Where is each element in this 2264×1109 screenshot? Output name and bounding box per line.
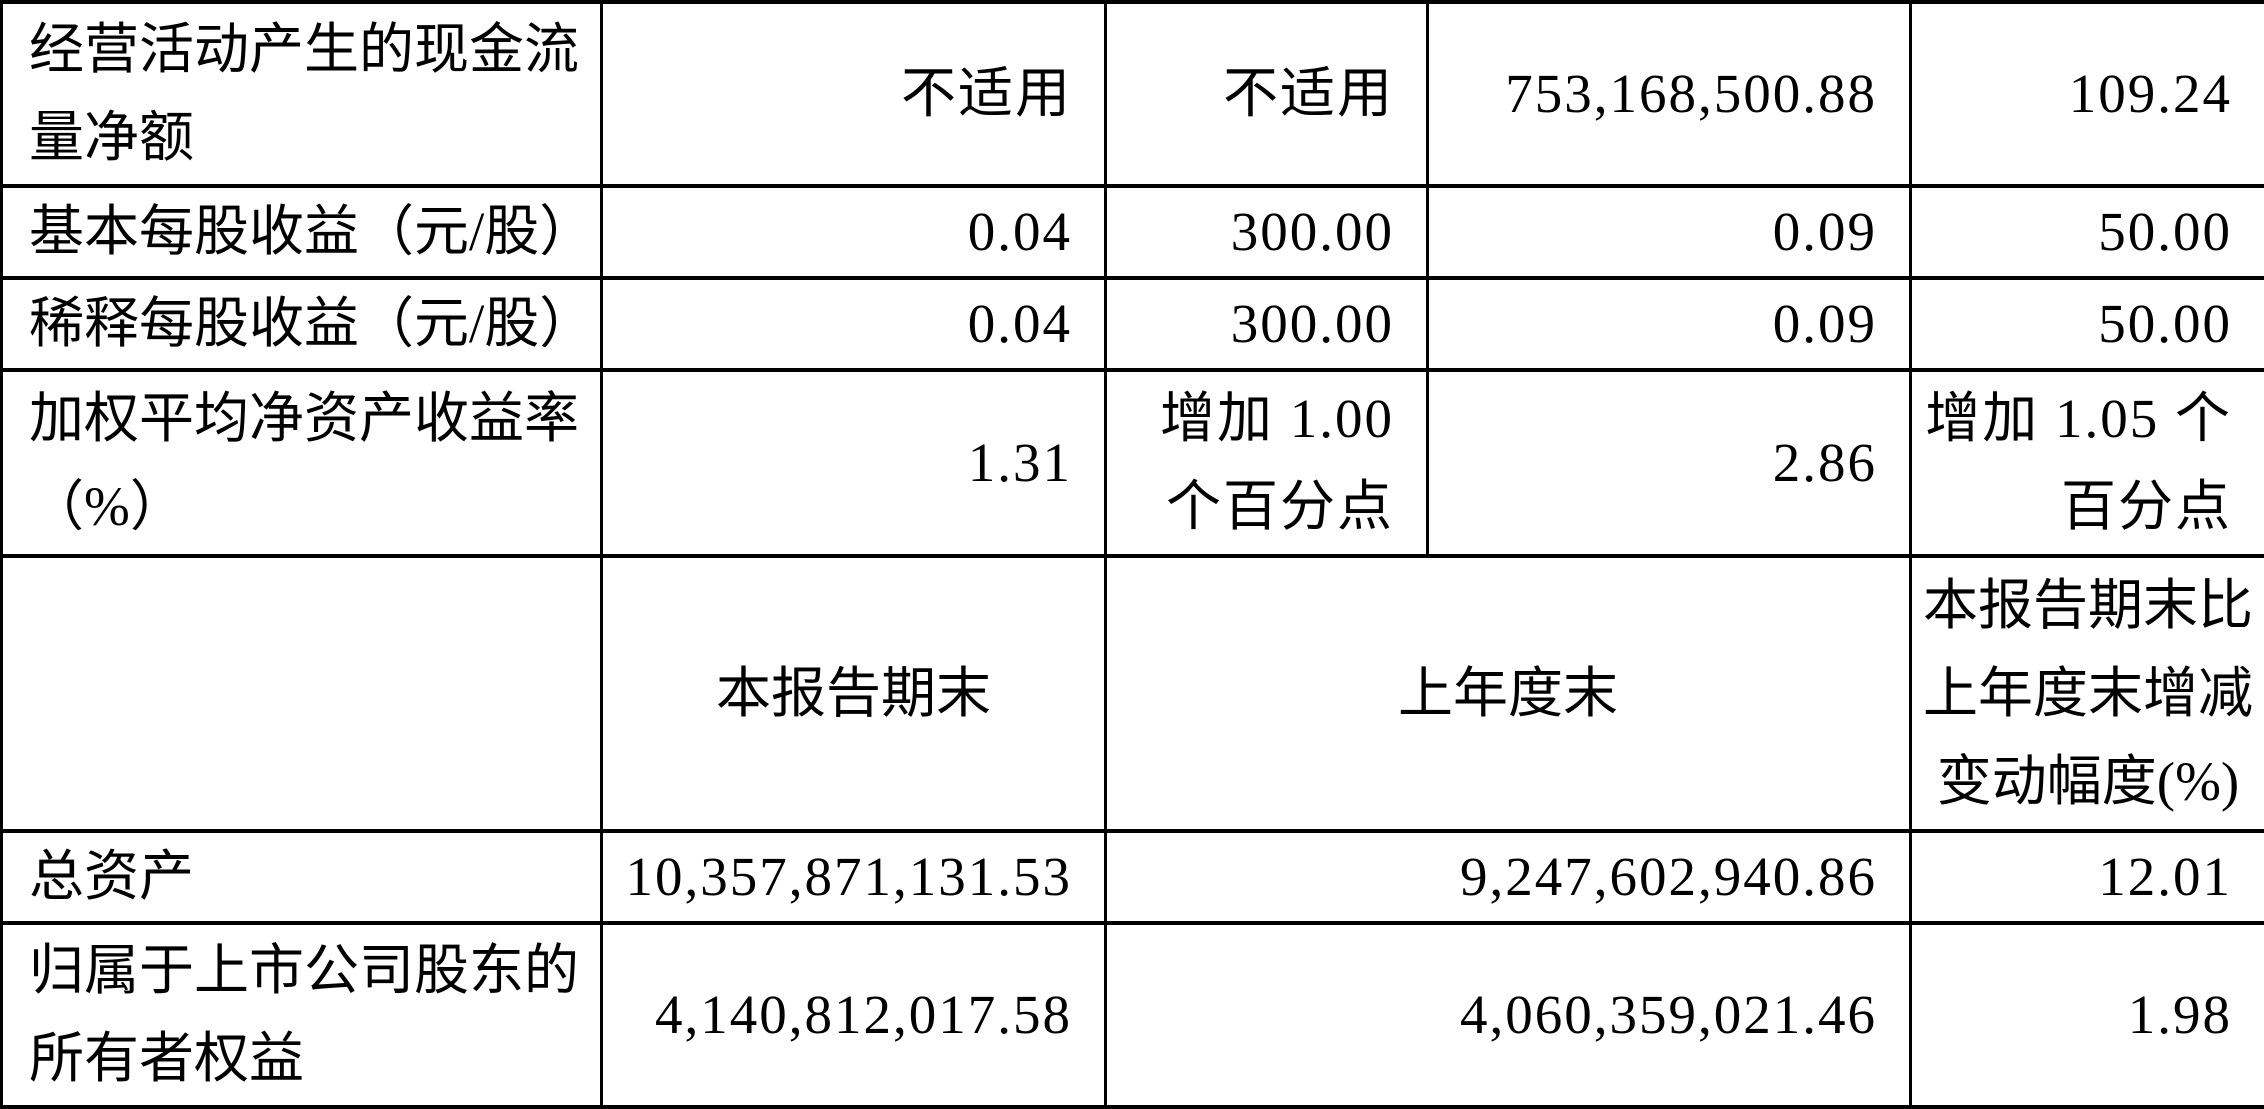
row-label-weighted-roe: 加权平均净资产收益率 （%） <box>2 370 602 556</box>
column-header-change-percent: 本报告期末比 上年度末增减 变动幅度(%) <box>1911 556 2264 831</box>
cell-value: 10,357,871,131.53 <box>602 831 1106 923</box>
table-row: 经营活动产生的现金流 量净额 不适用 不适用 753,168,500.88 10… <box>2 2 2264 186</box>
cell-value: 50.00 <box>1911 186 2264 278</box>
header-empty-cell <box>2 556 602 831</box>
row-label-operating-cash-flow: 经营活动产生的现金流 量净额 <box>2 2 602 186</box>
cell-value: 不适用 <box>1106 2 1428 186</box>
cell-value: 12.01 <box>1911 831 2264 923</box>
cell-value: 不适用 <box>602 2 1106 186</box>
cell-value: 0.04 <box>602 278 1106 370</box>
table-header-row: 本报告期末 上年度末 本报告期末比 上年度末增减 变动幅度(%) <box>2 556 2264 831</box>
cell-value: 4,140,812,017.58 <box>602 923 1106 1107</box>
cell-value: 109.24 <box>1911 2 2264 186</box>
cell-value: 300.00 <box>1106 278 1428 370</box>
column-header-prior-year-end: 上年度末 <box>1106 556 1911 831</box>
column-header-current-period-end: 本报告期末 <box>602 556 1106 831</box>
cell-value: 0.09 <box>1428 278 1911 370</box>
cell-value: 2.86 <box>1428 370 1911 556</box>
row-label-basic-eps: 基本每股收益（元/股） <box>2 186 602 278</box>
row-label-diluted-eps: 稀释每股收益（元/股） <box>2 278 602 370</box>
table-row: 总资产 10,357,871,131.53 9,247,602,940.86 1… <box>2 831 2264 923</box>
cell-value: 增加 1.05 个 百分点 <box>1911 370 2264 556</box>
cell-value: 300.00 <box>1106 186 1428 278</box>
cell-value: 0.04 <box>602 186 1106 278</box>
cell-value: 0.09 <box>1428 186 1911 278</box>
table-row: 归属于上市公司股东的 所有者权益 4,140,812,017.58 4,060,… <box>2 923 2264 1107</box>
cell-value: 1.98 <box>1911 923 2264 1107</box>
cell-value: 753,168,500.88 <box>1428 2 1911 186</box>
cell-value: 增加 1.00 个百分点 <box>1106 370 1428 556</box>
cell-value: 9,247,602,940.86 <box>1106 831 1911 923</box>
row-label-shareholders-equity: 归属于上市公司股东的 所有者权益 <box>2 923 602 1107</box>
table-row: 加权平均净资产收益率 （%） 1.31 增加 1.00 个百分点 2.86 增加… <box>2 370 2264 556</box>
row-label-total-assets: 总资产 <box>2 831 602 923</box>
cell-value: 4,060,359,021.46 <box>1106 923 1911 1107</box>
cell-value: 1.31 <box>602 370 1106 556</box>
table-row: 稀释每股收益（元/股） 0.04 300.00 0.09 50.00 <box>2 278 2264 370</box>
cell-value: 50.00 <box>1911 278 2264 370</box>
table-row: 基本每股收益（元/股） 0.04 300.00 0.09 50.00 <box>2 186 2264 278</box>
